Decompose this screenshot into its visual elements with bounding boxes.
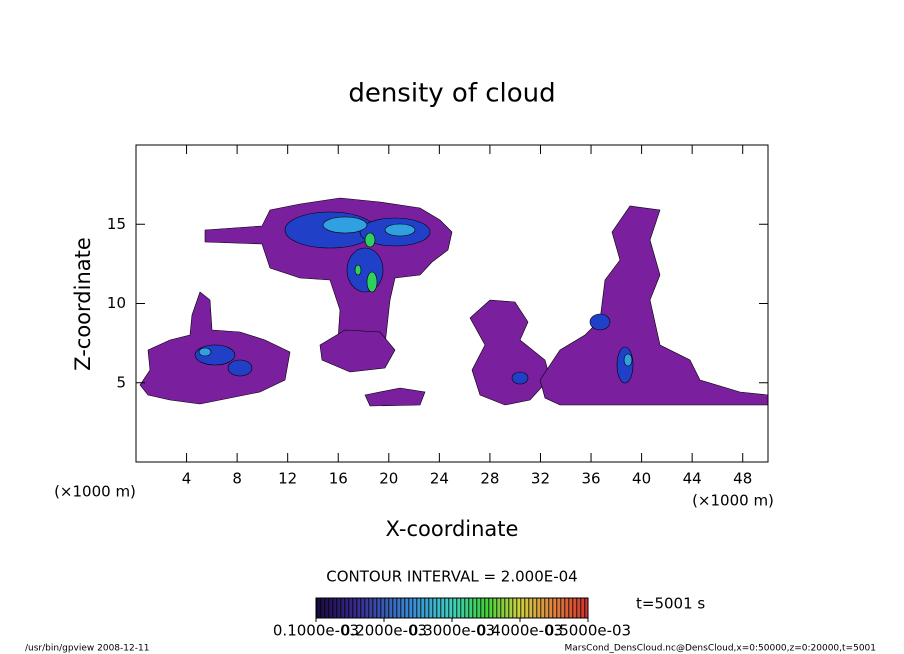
x-unit: (×1000 m) [692, 492, 774, 510]
x-tick-label: 40 [632, 470, 651, 488]
contour-interval: CONTOUR INTERVAL = 2.000E-04 [326, 568, 577, 586]
contour-field [139, 197, 768, 407]
chart-title: density of cloud [348, 79, 555, 109]
x-tick-label: 4 [182, 470, 192, 488]
colorbar-tick-label: 0.1000e-03 [273, 622, 359, 640]
x-tick-label: 48 [733, 470, 752, 488]
colorbar-tick-label: 0.5000e-03 [545, 622, 631, 640]
plot-frame [135, 144, 769, 463]
x-tick-label: 20 [379, 470, 398, 488]
x-tick-label: 28 [480, 470, 499, 488]
x-tick-label: 24 [430, 470, 449, 488]
colorbar-tick-label: 0.2000e-03 [341, 622, 427, 640]
footer-left: /usr/bin/gpview 2008-12-11 [25, 644, 149, 654]
x-unit: (×1000 m) [54, 483, 136, 501]
x-tick-label: 8 [232, 470, 242, 488]
y-tick-label: 5 [116, 373, 126, 391]
y-tick-label: 10 [107, 294, 126, 312]
cloud-region [198, 216, 633, 367]
time-label: t=5001 s [636, 595, 705, 613]
y-tick-label: 15 [107, 215, 126, 233]
x-tick-label: 32 [531, 470, 550, 488]
colorbar [315, 597, 589, 619]
x-axis-title: X-coordinate [386, 517, 519, 541]
footer-right: MarsCond_DensCloud.nc@DensCloud,x=0:5000… [565, 644, 877, 654]
colorbar-levels [316, 598, 588, 618]
colorbar-tick-label: 0.4000e-03 [477, 622, 563, 640]
y-axis-title: Z-coordinate [71, 237, 95, 371]
colorbar-tick-label: 0.3000e-03 [409, 622, 495, 640]
x-tick-label: 16 [329, 470, 348, 488]
x-tick-label: 44 [683, 470, 702, 488]
x-tick-label: 36 [581, 470, 600, 488]
axes [135, 144, 769, 463]
cloud-region [354, 232, 378, 293]
x-tick-label: 12 [278, 470, 297, 488]
